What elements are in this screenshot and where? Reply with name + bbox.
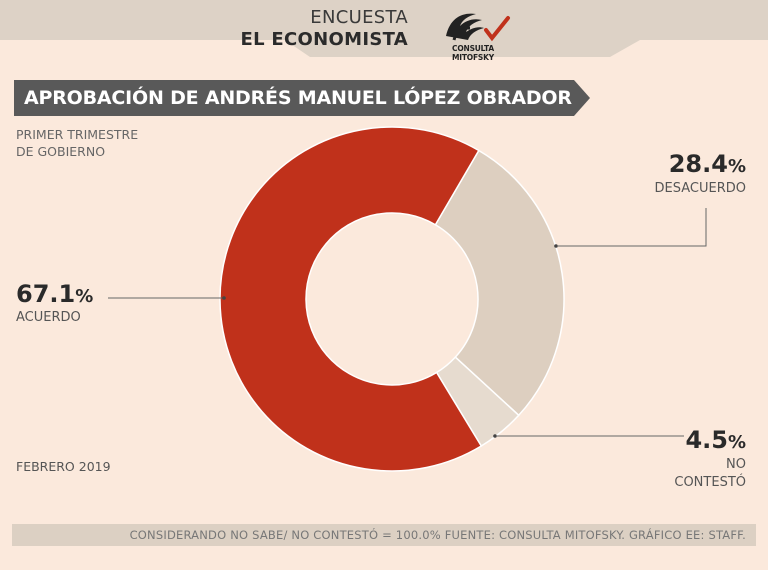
acuerdo-number: 67.1	[16, 280, 76, 308]
chart-subtitle: PRIMER TRIMESTRE DE GOBIERNO	[16, 126, 196, 160]
slice-desacuerdo	[434, 149, 565, 417]
title-bar-background	[14, 80, 590, 116]
chart-title: APROBACIÓN DE ANDRÉS MANUEL LÓPEZ OBRADO…	[24, 87, 572, 109]
logo-text: CONSULTA MITOFSKY	[452, 44, 494, 62]
header-band: ENCUESTA EL ECONOMISTA CONSULTA MITOFSKY	[0, 0, 768, 62]
leader-dots	[222, 244, 558, 438]
no-contesto-number: 4.5	[685, 426, 728, 454]
subtitle-line-1: PRIMER TRIMESTRE	[16, 127, 139, 142]
footer-source-text: CONSIDERANDO NO SABE/ NO CONTESTÓ = 100.…	[129, 528, 746, 542]
no-contesto-label: NO CONTESTÓ	[674, 456, 746, 492]
no-contesto-value: 4.5%	[685, 426, 746, 454]
acuerdo-value: 67.1%	[16, 280, 93, 308]
acuerdo-label: ACUERDO	[16, 310, 81, 325]
leader-lines	[108, 208, 707, 437]
leader-dot-desacuerdo	[554, 244, 558, 248]
no-contesto-label-line-2: CONTESTÓ	[674, 475, 746, 490]
no-contesto-unit: %	[727, 432, 746, 453]
acuerdo-unit: %	[75, 286, 94, 307]
leader-dot-no-contesto	[493, 434, 497, 438]
desacuerdo-label: DESACUERDO	[654, 181, 746, 196]
header-background	[0, 0, 768, 57]
subtitle-line-2: DE GOBIERNO	[16, 144, 106, 159]
desacuerdo-number: 28.4	[668, 150, 728, 178]
desacuerdo-value: 28.4%	[669, 150, 746, 178]
survey-date: FEBRERO 2019	[16, 459, 111, 474]
desacuerdo-unit: %	[727, 156, 746, 177]
header-encuesta: ENCUESTA	[310, 7, 408, 28]
slice-acuerdo	[219, 126, 483, 472]
no-contesto-label-line-1: NO	[726, 457, 746, 472]
footer-bar: CONSIDERANDO NO SABE/ NO CONTESTÓ = 100.…	[12, 524, 756, 546]
header-el-economista: EL ECONOMISTA	[240, 29, 408, 50]
leader-dot-acuerdo	[222, 296, 226, 300]
title-bar: APROBACIÓN DE ANDRÉS MANUEL LÓPEZ OBRADO…	[14, 80, 592, 116]
logo-mark-icon	[446, 13, 510, 42]
leader-line-desacuerdo	[558, 208, 707, 247]
consulta-mitofsky-logo: CONSULTA MITOFSKY	[432, 6, 514, 62]
